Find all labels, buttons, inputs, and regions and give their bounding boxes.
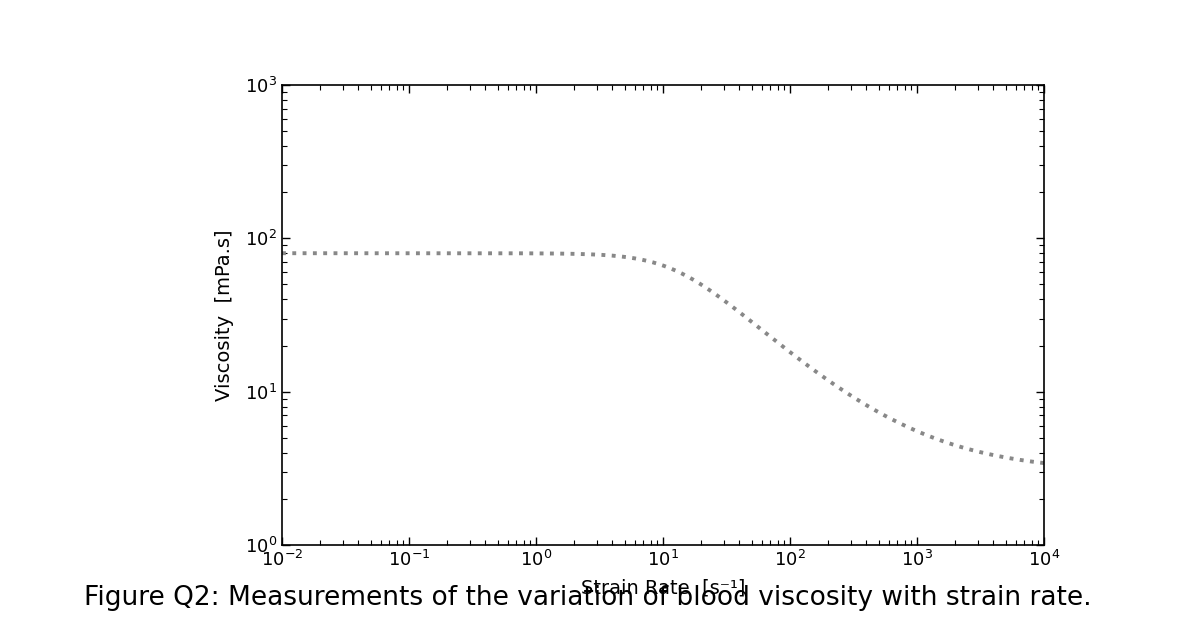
Y-axis label: Viscosity  [mPa.s]: Viscosity [mPa.s] — [215, 229, 234, 401]
Text: Figure Q2: Measurements of the variation of blood viscosity with strain rate.: Figure Q2: Measurements of the variation… — [84, 585, 1092, 611]
X-axis label: Strain Rate  [s⁻¹]: Strain Rate [s⁻¹] — [581, 578, 745, 597]
